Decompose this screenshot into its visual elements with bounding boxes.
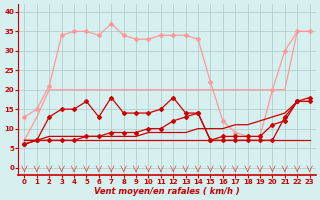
X-axis label: Vent moyen/en rafales ( km/h ): Vent moyen/en rafales ( km/h ) <box>94 187 240 196</box>
